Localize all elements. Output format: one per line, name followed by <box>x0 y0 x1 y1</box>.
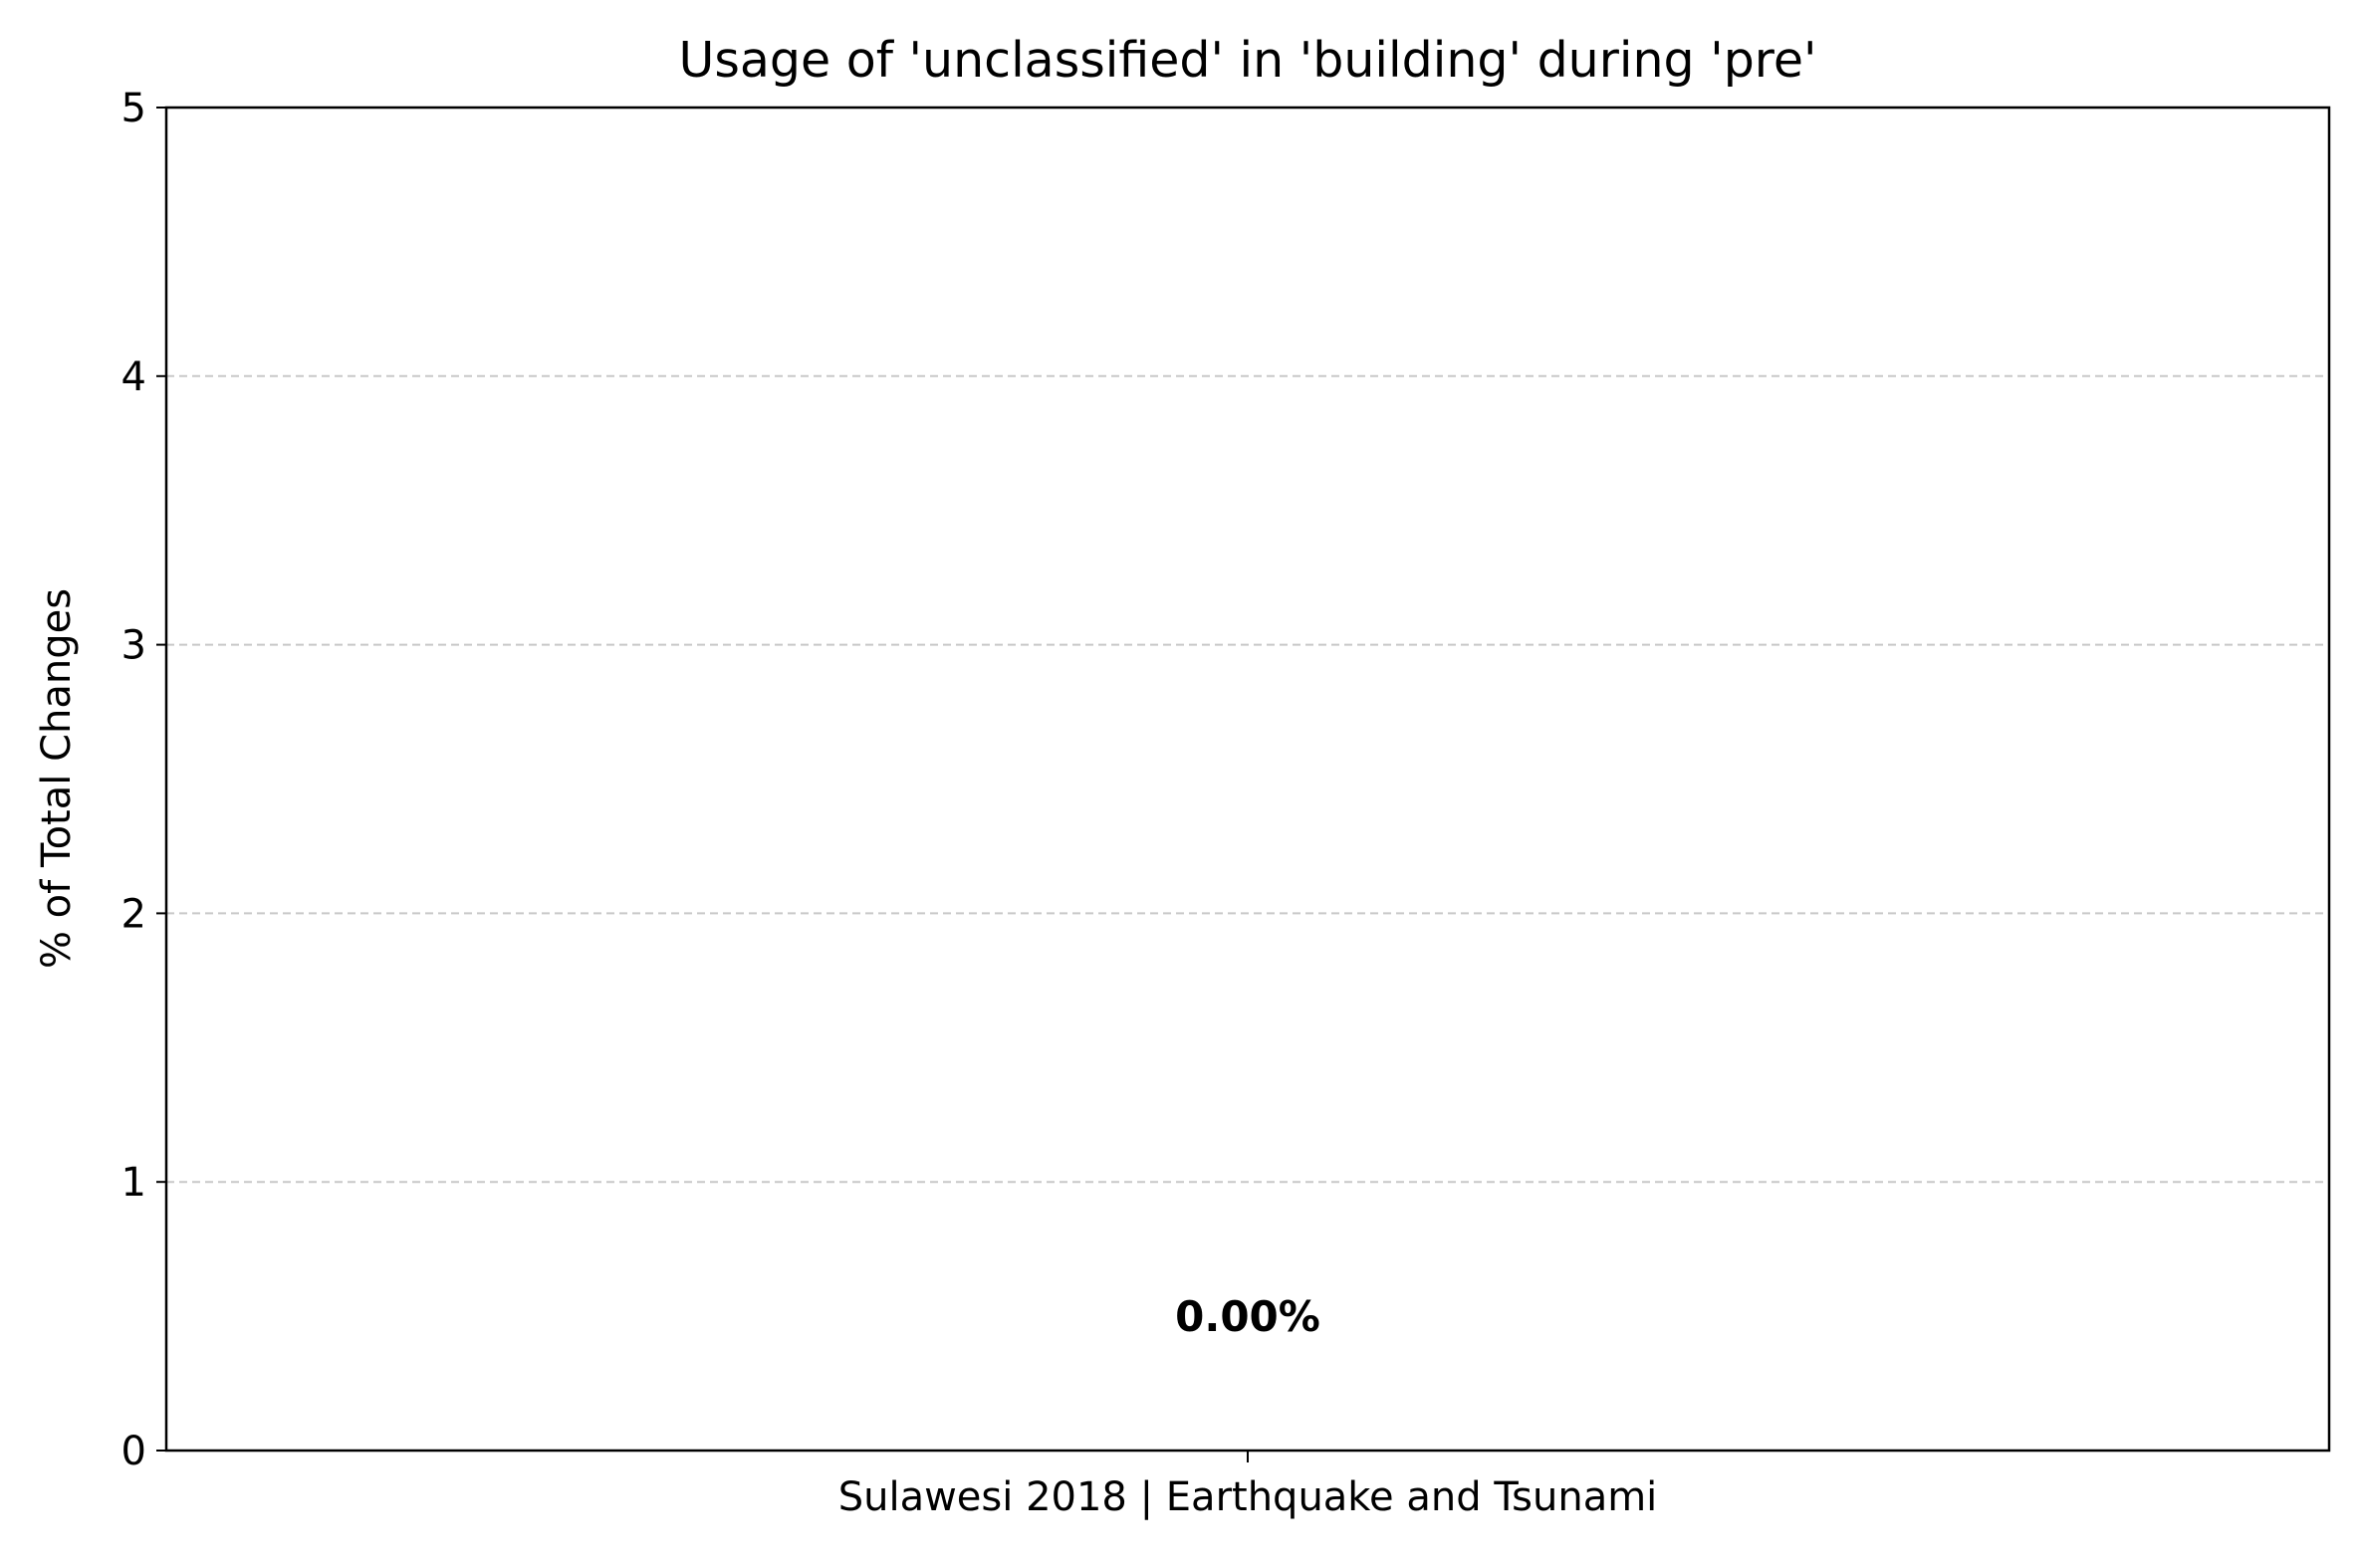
bar-value-label: 0.00% <box>1175 1292 1320 1341</box>
x-axis-ticks: Sulawesi 2018 | Earthquake and Tsunami <box>838 1451 1658 1520</box>
data-labels: 0.00% <box>1175 1292 1320 1341</box>
y-axis-ticks: 0 1 2 3 4 5 <box>121 86 166 1474</box>
gridlines <box>166 374 2329 1184</box>
y-tick-label: 5 <box>121 86 146 131</box>
y-tick-label: 2 <box>121 891 146 937</box>
y-tick-label: 1 <box>121 1160 146 1206</box>
y-axis-label: % of Total Changes <box>34 588 80 969</box>
y-tick-label: 3 <box>121 623 146 669</box>
chart-title: Usage of 'unclassified' in 'building' du… <box>679 32 1817 89</box>
y-tick-label: 0 <box>121 1429 146 1474</box>
y-tick-label: 4 <box>121 354 146 400</box>
x-tick-label: Sulawesi 2018 | Earthquake and Tsunami <box>838 1474 1658 1520</box>
